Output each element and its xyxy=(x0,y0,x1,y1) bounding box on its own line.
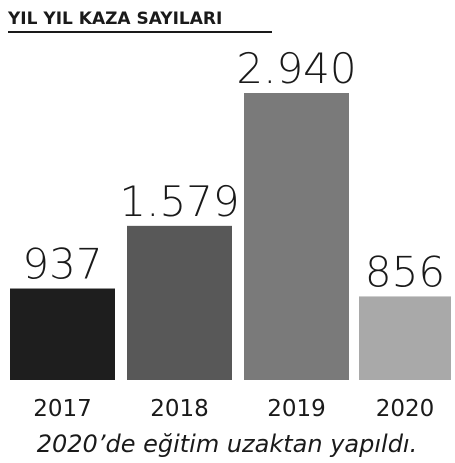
value-label: 856 xyxy=(365,247,445,296)
value-label: 1.579 xyxy=(119,177,239,226)
value-label: 937 xyxy=(22,240,102,289)
bar xyxy=(10,288,115,380)
x-tick-label: 2018 xyxy=(150,396,209,422)
bar xyxy=(127,225,232,380)
x-tick-label: 2019 xyxy=(267,396,326,422)
bar xyxy=(359,296,451,380)
value-label: 2.940 xyxy=(236,44,356,93)
caption: 2020’de eğitim uzaktan yapıldı. xyxy=(37,430,417,458)
chart-title: YIL YIL KAZA SAYILARI xyxy=(7,9,222,29)
x-tick-label: 2020 xyxy=(376,396,435,422)
x-tick-label: 2017 xyxy=(33,396,92,422)
bar xyxy=(244,93,349,380)
